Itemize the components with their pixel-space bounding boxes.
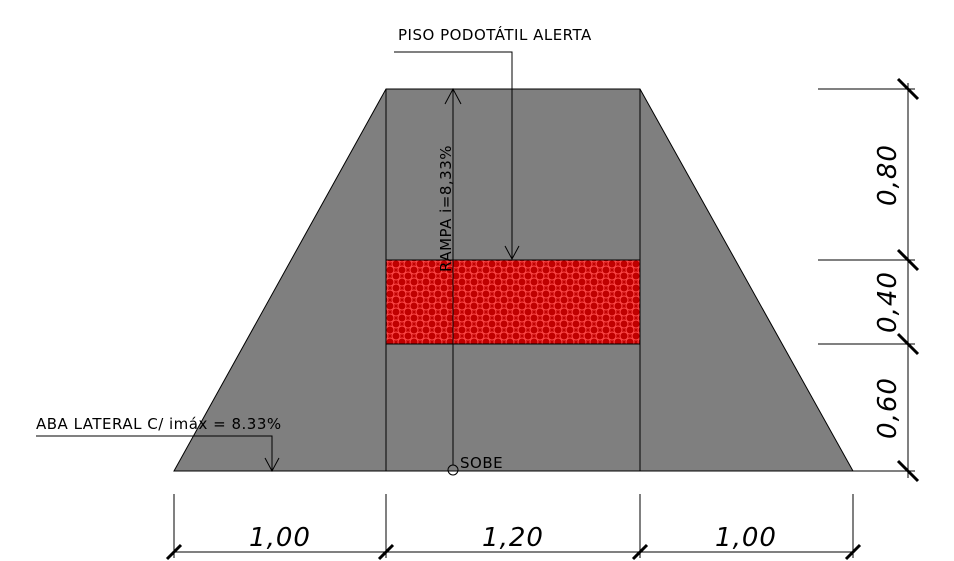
dim-h-right: 1,00 [715,523,777,553]
tactile-leader-arrowhead [504,245,520,261]
dim-h-left: 1,00 [249,523,311,553]
tactile-floor-label: PISO PODOTÁTIL ALERTA [398,25,592,44]
side-flap-label: ABA LATERAL C/ imáx = 8.33% [36,415,282,433]
ramp-label: RAMPA i=8,33% [437,145,455,272]
dim-v-middle: 0,40 [873,271,903,333]
side-flap-leader-line [36,435,273,470]
dim-v-top: 0,80 [873,144,903,206]
sobe-label: SOBE [460,454,503,472]
ramp-arrowhead [444,87,462,105]
dim-h-center: 1,20 [482,523,544,553]
tactile-floor-band [385,259,641,345]
side-flap-leader-arrowhead [264,457,280,473]
ramp-start-circle [447,464,459,476]
horizontal-dimension [165,494,862,561]
vertical-dimension [818,77,920,483]
dim-v-bottom: 0,60 [873,377,903,439]
tactile-leader-line [394,51,513,258]
